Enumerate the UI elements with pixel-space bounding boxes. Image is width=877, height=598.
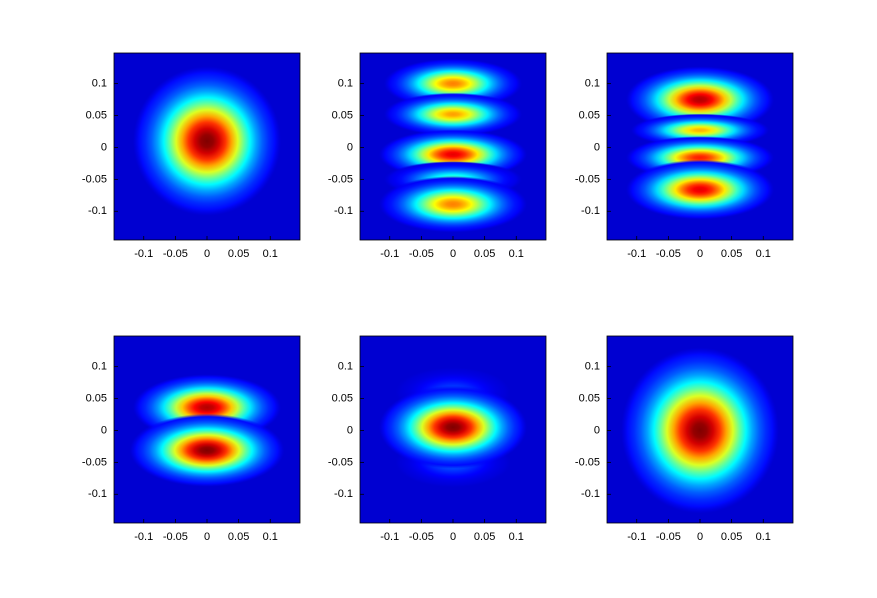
x-tick-label: 0.1 bbox=[263, 531, 278, 543]
x-tick-label: -0.1 bbox=[380, 531, 399, 543]
y-tick-label: -0.05 bbox=[328, 173, 353, 185]
y-tick-label: 0 bbox=[594, 141, 600, 153]
y-tick-label: -0.1 bbox=[88, 488, 107, 500]
y-tick-label: 0.1 bbox=[338, 361, 353, 373]
x-tick-label: 0.1 bbox=[509, 531, 524, 543]
x-tick-label: 0 bbox=[697, 248, 703, 260]
x-tick-label: 0 bbox=[450, 248, 456, 260]
x-tick-label: -0.1 bbox=[380, 248, 399, 260]
intensity-blob bbox=[625, 66, 775, 133]
x-tick-label: 0.1 bbox=[263, 248, 278, 260]
x-tick-label: -0.1 bbox=[134, 531, 153, 543]
y-tick-label: -0.1 bbox=[581, 488, 600, 500]
x-tick-label: -0.1 bbox=[627, 248, 646, 260]
x-tick-label: 0.1 bbox=[756, 248, 771, 260]
intensity-blob bbox=[383, 92, 523, 136]
y-tick-label: 0.1 bbox=[92, 361, 107, 373]
y-tick-label: 0.05 bbox=[579, 392, 600, 404]
x-tick-label: 0.05 bbox=[474, 531, 495, 543]
x-tick-label: 0 bbox=[204, 531, 210, 543]
y-tick-label: 0.1 bbox=[338, 78, 353, 90]
x-tick-label: -0.05 bbox=[409, 248, 434, 260]
y-tick-label: 0.05 bbox=[86, 109, 107, 121]
heatmap-image bbox=[132, 66, 282, 216]
intensity-blob bbox=[621, 347, 779, 514]
y-tick-label: -0.1 bbox=[334, 205, 353, 217]
y-tick-label: 0.05 bbox=[332, 392, 353, 404]
x-tick-label: 0 bbox=[204, 248, 210, 260]
x-tick-label: 0 bbox=[450, 531, 456, 543]
y-tick-label: 0.1 bbox=[92, 78, 107, 90]
heatmap-image bbox=[378, 367, 528, 488]
heatmap-image bbox=[378, 58, 528, 233]
x-tick-label: 0.05 bbox=[228, 531, 249, 543]
intensity-blob bbox=[625, 159, 775, 220]
intensity-blob bbox=[630, 113, 770, 147]
intensity-blob bbox=[129, 413, 285, 487]
y-tick-label: -0.05 bbox=[82, 173, 107, 185]
y-tick-label: -0.1 bbox=[88, 205, 107, 217]
heatmap-image bbox=[621, 347, 779, 514]
y-tick-label: -0.1 bbox=[581, 205, 600, 217]
y-tick-label: 0 bbox=[101, 424, 107, 436]
y-tick-label: -0.05 bbox=[328, 456, 353, 468]
y-tick-label: 0.05 bbox=[86, 392, 107, 404]
x-tick-label: -0.05 bbox=[163, 531, 188, 543]
y-tick-label: -0.05 bbox=[575, 456, 600, 468]
x-tick-label: 0.05 bbox=[228, 248, 249, 260]
x-tick-label: 0.05 bbox=[721, 531, 742, 543]
y-tick-label: 0.1 bbox=[585, 78, 600, 90]
x-tick-label: -0.05 bbox=[409, 531, 434, 543]
y-tick-label: 0.05 bbox=[332, 109, 353, 121]
intensity-blob bbox=[378, 385, 528, 469]
y-tick-label: 0.1 bbox=[585, 361, 600, 373]
x-tick-label: 0.1 bbox=[509, 248, 524, 260]
x-tick-label: -0.1 bbox=[134, 248, 153, 260]
heatmap-image bbox=[129, 374, 285, 487]
heatmap-image bbox=[625, 66, 775, 220]
x-tick-label: 0.1 bbox=[756, 531, 771, 543]
x-tick-label: 0.05 bbox=[721, 248, 742, 260]
y-tick-label: 0 bbox=[347, 424, 353, 436]
y-tick-label: -0.05 bbox=[82, 456, 107, 468]
y-tick-label: 0 bbox=[594, 424, 600, 436]
y-tick-label: -0.05 bbox=[575, 173, 600, 185]
y-tick-label: 0.05 bbox=[579, 109, 600, 121]
y-tick-label: 0 bbox=[347, 141, 353, 153]
y-tick-label: -0.1 bbox=[334, 488, 353, 500]
y-tick-label: 0 bbox=[101, 141, 107, 153]
x-tick-label: -0.05 bbox=[656, 531, 681, 543]
x-tick-label: 0 bbox=[697, 531, 703, 543]
x-tick-label: -0.05 bbox=[656, 248, 681, 260]
x-tick-label: -0.05 bbox=[163, 248, 188, 260]
intensity-blob bbox=[132, 66, 282, 216]
x-tick-label: 0.05 bbox=[474, 248, 495, 260]
intensity-blob bbox=[378, 176, 528, 233]
x-tick-label: -0.1 bbox=[627, 531, 646, 543]
